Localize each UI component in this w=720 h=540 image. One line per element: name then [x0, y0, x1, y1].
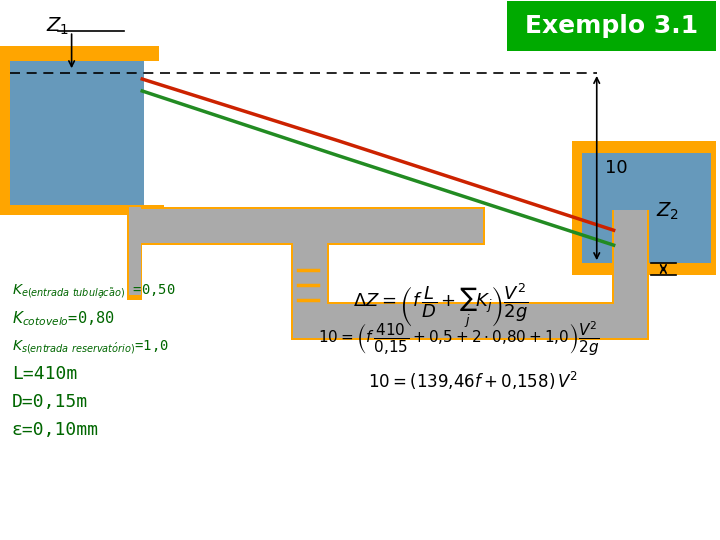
Bar	[130, 207, 141, 295]
Bar	[127, 207, 485, 245]
Bar	[0, 56, 144, 210]
Bar	[127, 210, 143, 300]
Text: L=410m: L=410m	[12, 366, 77, 383]
Bar	[292, 240, 329, 340]
Bar	[507, 2, 716, 51]
Text: $Z_1$: $Z_1$	[46, 16, 69, 37]
Bar	[292, 302, 649, 340]
Text: $\Delta Z = \left(f\,\dfrac{L}{D} + \sum_j K_j\right)\dfrac{V^2}{2g}$: $\Delta Z = \left(f\,\dfrac{L}{D} + \sum…	[353, 282, 529, 331]
Text: $K_{e(entrada\ tubula\c{c}\~ao)}$ =0,50: $K_{e(entrada\ tubula\c{c}\~ao)}$ =0,50	[12, 282, 176, 300]
Text: $Z_2$: $Z_2$	[657, 200, 680, 222]
Bar	[0, 205, 164, 215]
Bar	[577, 146, 716, 270]
Text: Exemplo 3.1: Exemplo 3.1	[525, 15, 698, 38]
Bar	[613, 210, 647, 338]
Text: $K_{s(entrada\ reservat\'{o}rio)}$=1,0: $K_{s(entrada\ reservat\'{o}rio)}$=1,0	[12, 338, 168, 356]
Bar	[293, 240, 327, 338]
Bar	[293, 304, 647, 338]
Text: $10 = \left(f\,\dfrac{410}{0{,}15} + 0{,}5 + 2 \cdot 0{,}80 + 1{,}0\right)\dfrac: $10 = \left(f\,\dfrac{410}{0{,}15} + 0{,…	[318, 320, 600, 358]
Text: $10 = (139{,}46f + 0{,}158)\,V^2$: $10 = (139{,}46f + 0{,}158)\,V^2$	[368, 369, 578, 392]
Bar	[130, 210, 483, 243]
Bar	[572, 263, 720, 275]
Text: D=0,15m: D=0,15m	[12, 393, 88, 411]
Bar	[0, 46, 10, 215]
Bar	[572, 141, 582, 275]
Text: 10: 10	[605, 159, 627, 177]
Text: $K_{cotovelo}$=0,80: $K_{cotovelo}$=0,80	[12, 310, 114, 328]
Bar	[0, 46, 159, 61]
Bar	[572, 141, 720, 153]
Text: ε=0,10mm: ε=0,10mm	[12, 421, 99, 439]
Bar	[711, 141, 720, 275]
Bar	[612, 210, 649, 340]
